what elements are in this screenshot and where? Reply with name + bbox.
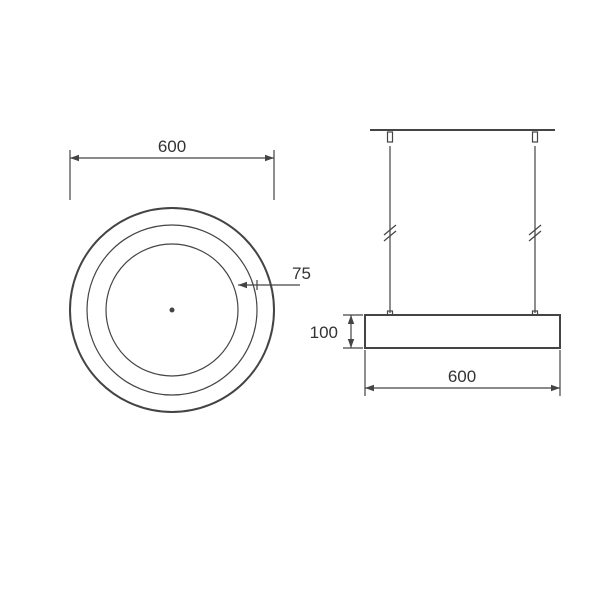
dim-width-600: 600	[365, 350, 560, 396]
dim-label-height: 100	[310, 323, 338, 342]
dim-height-100: 100	[310, 315, 363, 348]
side-view	[365, 130, 560, 348]
ring-top-view	[70, 208, 274, 412]
fixture-body	[365, 315, 560, 348]
dim-ring-offset-75: 75	[238, 264, 311, 290]
hanger-right	[529, 132, 541, 315]
dim-label-width: 600	[448, 367, 476, 386]
dim-label-diameter: 600	[158, 137, 186, 156]
hanger-left	[384, 132, 396, 315]
technical-drawing: 600 75 100 600	[0, 0, 600, 600]
dim-diameter-600: 600	[70, 137, 274, 200]
dim-label-offset: 75	[292, 264, 311, 283]
